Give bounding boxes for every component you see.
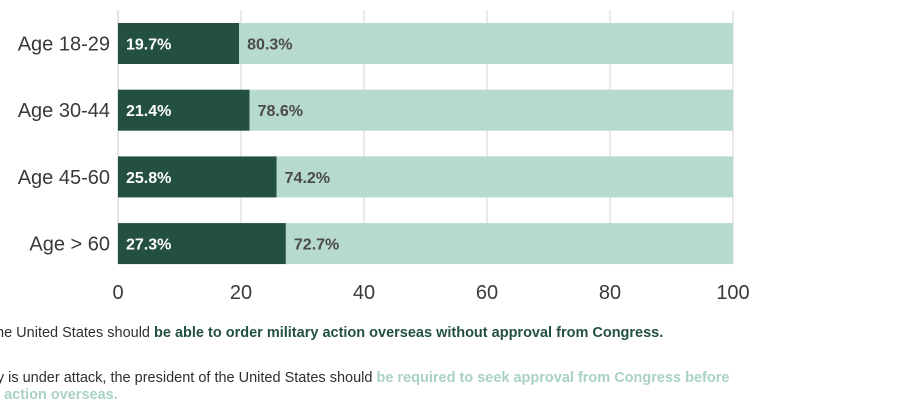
data-label-1-4: 27.3% <box>126 237 171 254</box>
bars <box>118 23 734 265</box>
legend-2-prefix: ry is under attack, the president of the… <box>0 370 377 386</box>
data-label-2-3: 74.2% <box>285 170 330 187</box>
data-label-1-2: 21.4% <box>126 103 171 120</box>
category-label-3: Age 45-60 <box>18 167 110 189</box>
stacked-bar-chart: 19.7% 80.3% 21.4% 78.6% 25.8% 74.2% 27.3% 72.7%… <box>18 10 750 304</box>
bar-1-3 <box>118 156 277 198</box>
data-label-1-3: 25.8% <box>126 170 171 187</box>
bar-2-1 <box>239 23 733 64</box>
x-tick-label-60: 60 <box>476 282 498 304</box>
x-tick-label-100: 100 <box>716 282 749 304</box>
data-label-2-2: 78.6% <box>258 103 303 120</box>
x-tick-label-0: 0 <box>112 282 123 304</box>
bar-1-2 <box>118 89 250 131</box>
bar-1-4 <box>118 223 286 265</box>
data-labels: 19.7% 80.3% 21.4% 78.6% 25.8% 74.2% 27.3% 72.7% <box>126 37 339 254</box>
x-axis-ticks: 0 20 40 60 80 100 <box>112 282 749 304</box>
x-tick-label-20: 20 <box>230 282 252 304</box>
bar-2-4 <box>285 223 733 265</box>
category-label-1: Age 18-29 <box>18 34 110 56</box>
legend-1-highlight: be able to order military action oversea… <box>154 325 664 341</box>
data-label-2-4: 72.7% <box>294 237 339 254</box>
legend-1-prefix: the United States should <box>0 325 155 341</box>
bar-2-3 <box>276 156 733 198</box>
legend-3-highlight: y action overseas. <box>0 387 118 403</box>
data-label-1-1: 19.7% <box>126 37 171 54</box>
data-label-2-1: 80.3% <box>247 37 292 54</box>
bar-2-2 <box>249 89 734 131</box>
bar-1-1 <box>118 23 240 64</box>
legend-text-1: the United States should be able to orde… <box>0 325 663 342</box>
x-tick-label-40: 40 <box>353 282 375 304</box>
category-label-4: Age > 60 <box>29 234 110 256</box>
legend-2-highlight: be required to seek approval from Congre… <box>376 370 730 386</box>
category-labels: Age 18-29 Age 30-44 Age 45-60 Age > 60 <box>18 34 110 256</box>
category-label-2: Age 30-44 <box>18 100 110 122</box>
legend-text-2: ry is under attack, the president of the… <box>0 370 729 404</box>
x-tick-label-80: 80 <box>599 282 621 304</box>
